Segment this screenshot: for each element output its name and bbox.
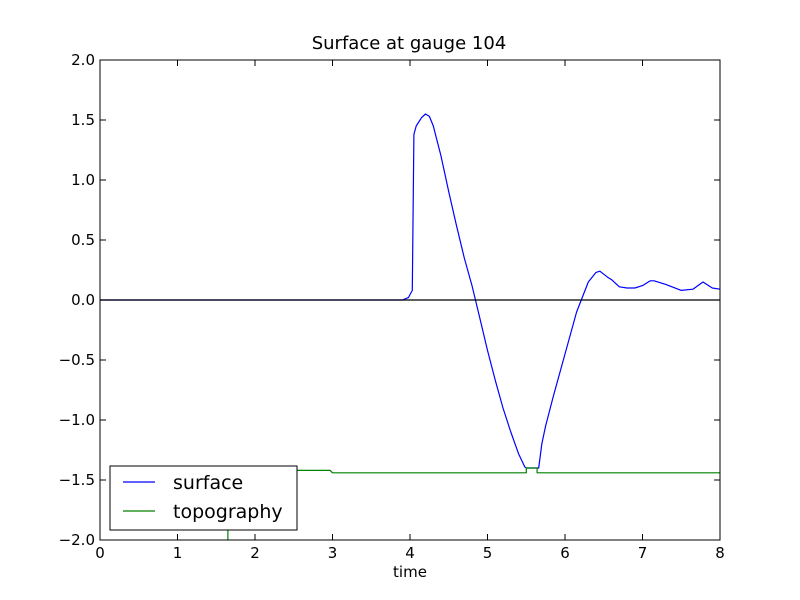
x-tick-label: 7: [638, 544, 648, 562]
y-tick-label: 1.5: [71, 111, 95, 129]
x-tick-label: 8: [715, 544, 725, 562]
y-tick-label: −1.0: [59, 411, 95, 429]
x-tick-label: 0: [95, 544, 105, 562]
chart-title: Surface at gauge 104: [312, 33, 507, 54]
y-tick-label: 2.0: [71, 51, 95, 69]
y-tick-label: −2.0: [59, 531, 95, 549]
x-tick-label: 2: [250, 544, 260, 562]
x-tick-label: 4: [405, 544, 415, 562]
y-tick-label: 1.0: [71, 171, 95, 189]
x-tick-label: 6: [560, 544, 570, 562]
x-tick-label: 3: [328, 544, 338, 562]
legend-label-surface: surface: [173, 472, 243, 494]
legend: surface topography: [109, 465, 298, 531]
x-tick-label: 5: [483, 544, 493, 562]
plot-area: 0 1 2 3 4 5 6 7 8 2.0 1.5 1.0 0.5 0.0 −0.5 −1.0 −1.5 −2.0: [59, 51, 725, 562]
y-tick-label: −1.5: [59, 471, 95, 489]
ticks-layer: 0 1 2 3 4 5 6 7 8 2.0 1.5 1.0 0.5 0.0 −0.5 −1.0 −1.5 −2.0: [59, 51, 725, 562]
y-tick-label: 0.0: [71, 291, 95, 309]
x-axis-label: time: [393, 563, 427, 581]
x-tick-label: 1: [173, 544, 183, 562]
legend-box: [109, 465, 298, 531]
y-tick-label: −0.5: [59, 351, 95, 369]
y-tick-label: 0.5: [71, 231, 95, 249]
legend-label-topography: topography: [173, 501, 283, 523]
